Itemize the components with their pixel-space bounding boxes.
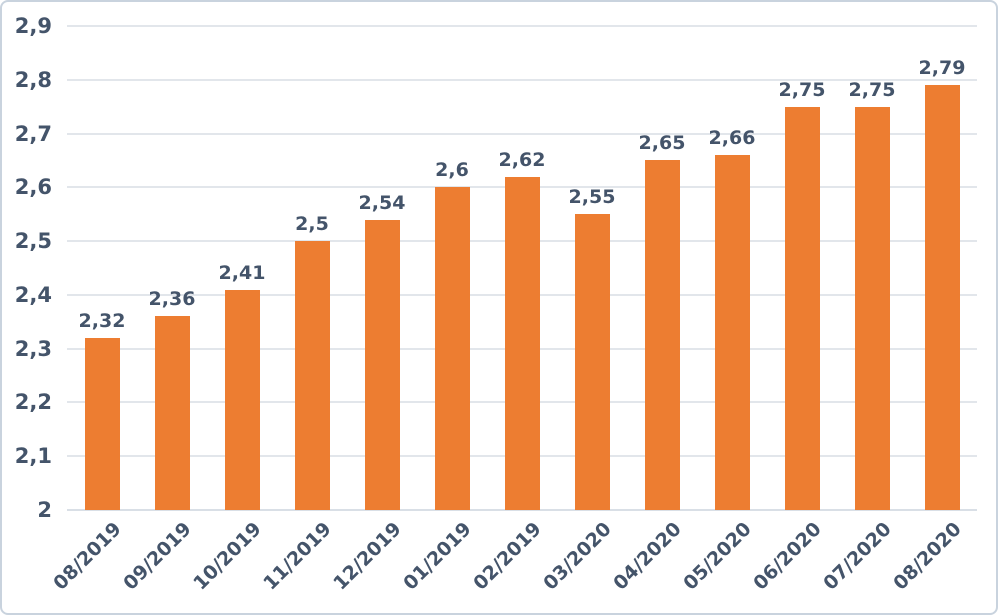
x-tick-label: 04/2020 — [609, 518, 686, 595]
bar-value-label: 2,32 — [78, 309, 126, 332]
y-tick-label: 2,8 — [14, 67, 52, 92]
x-tick-label: 09/2019 — [119, 518, 196, 595]
bar — [224, 289, 260, 510]
bar-value-label: 2,75 — [848, 78, 896, 101]
bar — [574, 214, 610, 510]
x-tick-label: 07/2020 — [819, 518, 896, 595]
x-tick-label: 10/2019 — [189, 518, 266, 595]
x-tick-label: 01/2019 — [399, 518, 476, 595]
y-tick-label: 2,1 — [14, 444, 52, 469]
bar — [154, 316, 190, 510]
bar-value-label: 2,55 — [568, 186, 616, 209]
y-tick-label: 2,7 — [14, 121, 52, 146]
x-tick-label: 06/2020 — [749, 518, 826, 595]
x-tick-label: 05/2020 — [679, 518, 756, 595]
bar-value-label: 2,41 — [218, 261, 266, 284]
bar — [644, 160, 680, 510]
y-tick-label: 2,9 — [14, 14, 52, 38]
x-axis-line — [67, 509, 977, 511]
bar — [504, 176, 540, 510]
bar-value-label: 2,6 — [435, 159, 469, 182]
bar — [784, 106, 820, 510]
x-tick-label: 12/2019 — [329, 518, 406, 595]
gridline — [67, 132, 977, 135]
bar-value-label: 2,54 — [358, 191, 406, 214]
bar — [364, 219, 400, 510]
x-tick-label: 03/2020 — [539, 518, 616, 595]
y-tick-label: 2,5 — [14, 229, 52, 254]
y-tick-label: 2,6 — [14, 175, 52, 200]
bar-value-label: 2,62 — [498, 148, 546, 171]
y-tick-label: 2,2 — [14, 390, 52, 415]
bar — [924, 85, 960, 510]
gridline — [67, 78, 977, 81]
bar-value-label: 2,66 — [708, 127, 756, 150]
y-tick-label: 2 — [37, 498, 52, 522]
y-tick-label: 2,3 — [14, 336, 52, 361]
bar — [84, 337, 120, 510]
bar — [854, 106, 890, 510]
bar — [434, 187, 470, 510]
y-tick-label: 2,4 — [14, 282, 52, 307]
bar — [714, 155, 750, 510]
bar — [294, 241, 330, 510]
x-tick-label: 11/2019 — [259, 518, 336, 595]
x-tick-label: 08/2020 — [889, 518, 966, 595]
bar-value-label: 2,36 — [148, 288, 196, 311]
bar-value-label: 2,79 — [918, 57, 966, 80]
bar-value-label: 2,75 — [778, 78, 826, 101]
bar-value-label: 2,65 — [638, 132, 686, 155]
bar-value-label: 2,5 — [295, 213, 329, 236]
x-tick-label: 02/2019 — [469, 518, 546, 595]
gridline — [67, 25, 977, 27]
x-tick-label: 08/2019 — [49, 518, 126, 595]
